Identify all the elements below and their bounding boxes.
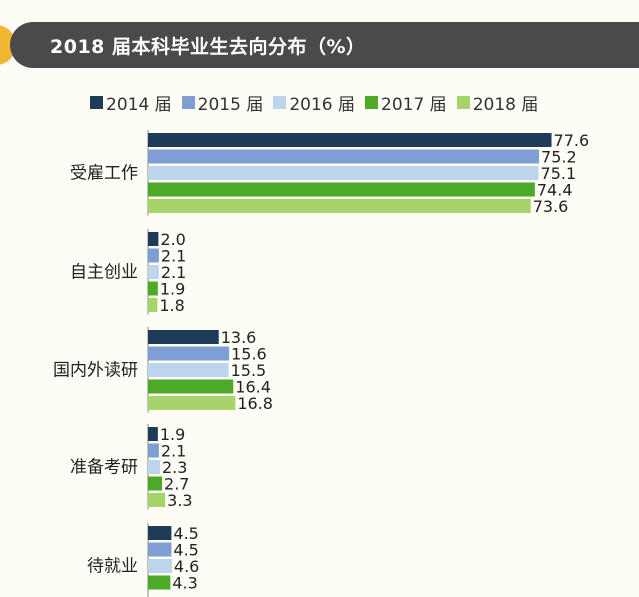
- bar: [148, 526, 172, 540]
- bar: [148, 166, 539, 180]
- bar: [148, 363, 229, 377]
- legend-swatch: [365, 96, 379, 109]
- data-label: 16.8: [237, 394, 273, 413]
- data-label: 2.1: [161, 442, 186, 461]
- bar: [148, 248, 159, 263]
- bar: [148, 149, 540, 164]
- category-label: 受雇工作: [70, 163, 138, 183]
- data-label: 3.3: [167, 491, 192, 510]
- bar: [148, 182, 535, 197]
- bar: [148, 281, 158, 296]
- bar: [148, 476, 163, 491]
- data-label: 1.8: [159, 296, 184, 315]
- data-label: 4.3: [172, 574, 197, 593]
- bar: [148, 232, 159, 246]
- data-label: 1.9: [160, 425, 185, 444]
- data-label: 4.5: [173, 541, 198, 560]
- bar: [148, 265, 159, 279]
- bar: [148, 330, 219, 344]
- data-label: 2.1: [161, 263, 186, 282]
- bar: [148, 298, 158, 312]
- data-label: 15.6: [231, 345, 267, 364]
- legend-item-0: 2014 届: [90, 90, 172, 115]
- legend-item-4: 2018 届: [456, 90, 539, 115]
- data-label: 13.6: [221, 328, 257, 347]
- legend-label: 2015 届: [197, 95, 264, 115]
- bar: [148, 396, 236, 410]
- chart-legend: 2014 届 2015 届 2016 届 2017 届 2018 届: [90, 90, 538, 115]
- data-label: 2.0: [160, 230, 185, 249]
- category-label: 准备考研: [70, 457, 138, 477]
- bar: [148, 559, 172, 573]
- chart-header: 2018 届本科毕业生去向分布（%）: [0, 22, 639, 68]
- data-label: 4.5: [173, 524, 198, 543]
- data-label: 1.9: [160, 280, 185, 299]
- legend-swatch: [273, 96, 287, 109]
- legend-swatch: [456, 96, 470, 109]
- data-label: 2.1: [161, 247, 186, 266]
- legend-swatch: [181, 96, 195, 109]
- legend-label: 2017 届: [381, 95, 447, 115]
- legend-item-1: 2015 届: [181, 90, 264, 115]
- data-label: 77.6: [554, 131, 590, 150]
- bar: [148, 346, 230, 361]
- header-bar: [10, 22, 639, 68]
- data-label: 15.5: [231, 361, 267, 380]
- legend-swatch: [90, 96, 103, 109]
- bar: [148, 493, 166, 507]
- data-label: 4.6: [174, 557, 199, 576]
- bar: [148, 542, 172, 557]
- legend-label: 2018 届: [472, 95, 539, 115]
- bar: [148, 443, 159, 458]
- chart-title: 2018 届本科毕业生去向分布（%）: [50, 36, 366, 58]
- bar: [148, 575, 171, 590]
- data-label: 75.1: [541, 164, 577, 183]
- data-label: 2.3: [162, 458, 187, 477]
- bar: [148, 199, 531, 213]
- data-label: 74.4: [537, 181, 573, 200]
- bar: [148, 133, 552, 147]
- category-label: 国内外读研: [53, 360, 138, 380]
- data-label: 75.2: [541, 148, 577, 167]
- data-label: 16.4: [235, 378, 271, 397]
- legend-item-3: 2017 届: [365, 90, 447, 115]
- bar: [148, 427, 158, 441]
- data-label: 2.7: [164, 475, 189, 494]
- data-label: 73.6: [533, 197, 569, 216]
- legend-label: 2014 届: [106, 95, 172, 115]
- bar: [148, 460, 160, 474]
- bar: [148, 379, 234, 394]
- legend-label: 2016 届: [289, 95, 356, 115]
- category-label: 自主创业: [70, 262, 138, 282]
- legend-item-2: 2016 届: [273, 90, 355, 115]
- category-label: 待就业: [87, 556, 138, 576]
